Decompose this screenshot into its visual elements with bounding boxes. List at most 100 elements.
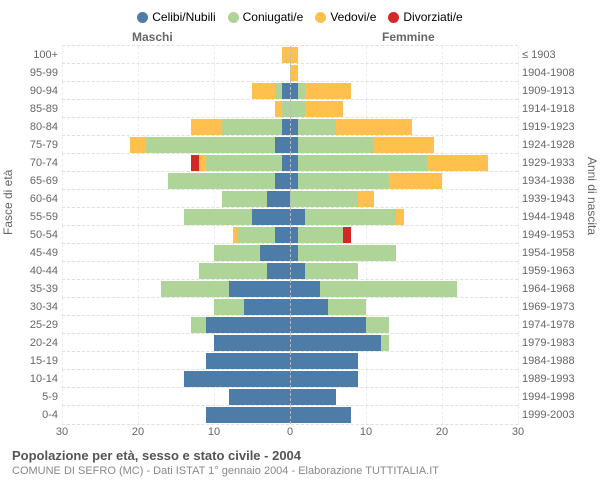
legend-item: Celibi/Nubili [137, 10, 215, 24]
plot-area [62, 351, 518, 370]
bar-segment [290, 317, 366, 333]
age-label: 20-24 [12, 337, 62, 349]
bar-female [290, 137, 518, 153]
bar-segment [328, 299, 366, 315]
bar-male [62, 227, 290, 243]
plot-area [62, 369, 518, 388]
pyramid-row: 60-641939-1943 [12, 190, 588, 208]
pyramid-row: 0-41999-2003 [12, 406, 588, 424]
bar-male [62, 407, 290, 423]
bar-segment [229, 281, 290, 297]
age-label: 15-19 [12, 355, 62, 367]
legend-swatch [228, 12, 239, 23]
age-label: 5-9 [12, 391, 62, 403]
bar-segment [168, 173, 274, 189]
birth-year-label: 1984-1988 [518, 355, 588, 367]
x-axis: 3020100102030 [12, 426, 588, 442]
plot-area [62, 207, 518, 226]
bar-segment [290, 191, 358, 207]
birth-year-label: 1934-1938 [518, 175, 588, 187]
birth-year-label: 1959-1963 [518, 265, 588, 277]
bar-segment [290, 101, 305, 117]
bar-segment [161, 281, 229, 297]
pyramid-row: 85-891914-1918 [12, 100, 588, 118]
legend-label: Vedovi/e [330, 10, 376, 24]
age-label: 85-89 [12, 103, 62, 115]
pyramid-rows: 100+≤ 190395-991904-190890-941909-191385… [12, 46, 588, 424]
pyramid-row: 15-19 1984-1988 [12, 352, 588, 370]
birth-year-label: 1969-1973 [518, 301, 588, 313]
bar-female [290, 101, 518, 117]
plot-area [62, 279, 518, 298]
bar-segment [184, 371, 290, 387]
plot-area [62, 405, 518, 425]
birth-year-label: 1974-1978 [518, 319, 588, 331]
bar-female [290, 47, 518, 63]
bar-segment [206, 155, 282, 171]
bar-segment [298, 227, 344, 243]
bar-segment [358, 191, 373, 207]
plot-area [62, 315, 518, 334]
pyramid-row: 70-741929-1933 [12, 154, 588, 172]
bar-segment [214, 335, 290, 351]
x-tick: 30 [512, 426, 524, 438]
bar-male [62, 101, 290, 117]
legend-swatch [315, 12, 326, 23]
age-label: 70-74 [12, 157, 62, 169]
bar-segment [275, 227, 290, 243]
plot-area [62, 261, 518, 280]
bar-segment [290, 353, 358, 369]
bar-segment [275, 101, 283, 117]
legend-item: Vedovi/e [315, 10, 376, 24]
plot-area [62, 297, 518, 316]
bar-female [290, 191, 518, 207]
bar-female [290, 155, 518, 171]
bar-segment [298, 155, 427, 171]
x-tick: 30 [56, 426, 68, 438]
bar-segment [290, 407, 351, 423]
birth-year-label: 1919-1923 [518, 121, 588, 133]
bar-male [62, 191, 290, 207]
legend-label: Celibi/Nubili [152, 10, 215, 24]
age-label: 90-94 [12, 85, 62, 97]
bar-segment [298, 83, 306, 99]
pyramid-row: 10-141989-1993 [12, 370, 588, 388]
plot-area [62, 99, 518, 118]
legend-swatch [388, 12, 399, 23]
bar-segment [191, 119, 221, 135]
bar-segment [267, 263, 290, 279]
bar-female [290, 389, 518, 405]
bar-segment [290, 335, 381, 351]
bar-female [290, 245, 518, 261]
bar-female [290, 173, 518, 189]
age-label: 50-54 [12, 229, 62, 241]
bar-male [62, 119, 290, 135]
bar-segment [290, 47, 298, 63]
bar-segment [305, 83, 351, 99]
pyramid-row: 100+≤ 1903 [12, 46, 588, 64]
bar-segment [343, 227, 351, 243]
bar-segment [206, 317, 290, 333]
birth-year-label: 1924-1928 [518, 139, 588, 151]
bar-segment [290, 371, 358, 387]
bar-male [62, 83, 290, 99]
plot-area [62, 45, 518, 64]
pyramid-row: 80-841919-1923 [12, 118, 588, 136]
bar-female [290, 227, 518, 243]
bar-male [62, 389, 290, 405]
birth-year-label: 1999-2003 [518, 409, 588, 421]
legend-swatch [137, 12, 148, 23]
x-tick: 10 [360, 426, 372, 438]
pyramid-row: 95-991904-1908 [12, 64, 588, 82]
bar-segment [290, 173, 298, 189]
bar-segment [206, 353, 290, 369]
bar-male [62, 263, 290, 279]
bar-segment [252, 209, 290, 225]
bar-male [62, 173, 290, 189]
bar-female [290, 353, 518, 369]
plot-area [62, 171, 518, 190]
bar-segment [290, 227, 298, 243]
age-label: 100+ [12, 49, 62, 61]
age-label: 35-39 [12, 283, 62, 295]
bar-segment [275, 173, 290, 189]
